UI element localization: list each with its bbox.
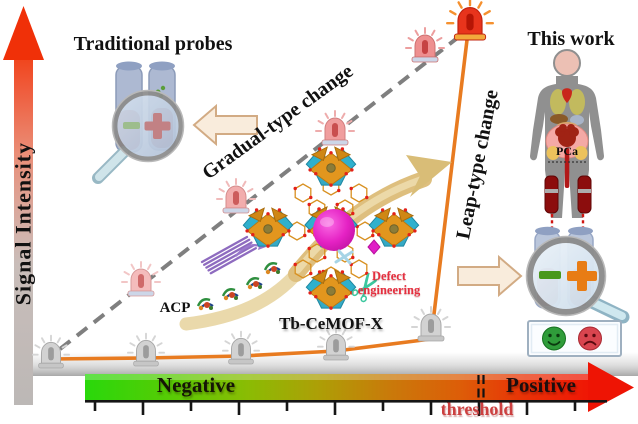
prostate-gland (555, 124, 579, 147)
alarm-siren-icon (411, 306, 451, 342)
threshold-marker (477, 375, 485, 400)
bladder-right (574, 146, 588, 160)
result-panel (527, 320, 622, 357)
alarm-siren-icon (31, 334, 71, 369)
alarm-siren-icon (405, 27, 445, 63)
leap-curve (48, 38, 469, 361)
acp-label: ACP (159, 300, 191, 316)
traditional-probes-title: Traditional probes (73, 33, 233, 55)
acp-enzyme-molecules (196, 262, 281, 311)
bladder-left (546, 146, 560, 160)
mof-cluster-node (368, 207, 420, 248)
enzyme-molecule (263, 262, 281, 275)
patient-body-illustration (530, 49, 604, 230)
mof-cluster-node (305, 269, 357, 310)
blood-tube-right (577, 175, 592, 214)
stomach (570, 115, 584, 125)
threshold-label: threshold (440, 399, 514, 419)
alarm-sirens (31, 0, 495, 369)
sphere-highlight (320, 217, 334, 227)
alarm-siren-icon (216, 178, 256, 214)
negative-label: Negative (156, 373, 236, 397)
this-work-title: This work (527, 28, 615, 50)
liver (550, 114, 568, 124)
alarm-siren-icon (126, 332, 166, 367)
mof-cluster-node (305, 146, 357, 187)
alarm-siren-icon (121, 261, 161, 297)
y-axis-arrow (3, 6, 44, 405)
heart-icon (562, 88, 572, 103)
pca-label: PCa (556, 144, 578, 158)
traditional-magnifier-icon (92, 89, 185, 184)
urethra (564, 148, 570, 188)
alarm-siren-icon (445, 0, 495, 41)
sad-face-icon (578, 326, 602, 351)
lung-right (569, 89, 585, 115)
acp-fibers (200, 235, 257, 275)
clear-minus-sign (539, 271, 561, 279)
smiley-icon (542, 326, 566, 351)
mof-metal-clusters (242, 146, 420, 310)
muted-minus-sign (123, 122, 140, 129)
alarm-siren-icon (316, 326, 356, 361)
lung-left (550, 89, 566, 115)
mof-defect-fragment (367, 239, 381, 255)
mof-material-label: Tb-CeMOF-X (279, 314, 383, 333)
mof-center-sphere (313, 209, 355, 251)
enzyme-molecule (196, 298, 214, 311)
defect-engineering-label: Defect engineering (357, 269, 421, 297)
alarm-siren-icon (221, 330, 261, 365)
x-axis-line (85, 400, 607, 403)
left-block-arrow (192, 103, 258, 147)
blood-tube-left (544, 175, 559, 214)
mof-cluster-node (242, 207, 294, 248)
alarm-siren-icon (315, 110, 355, 146)
x-axis-ticks (93, 402, 577, 416)
defect-sticks (334, 249, 354, 265)
right-block-arrow (457, 254, 523, 298)
this-work-magnifier-icon (525, 235, 630, 324)
enzyme-molecule (221, 288, 239, 301)
y-axis-label: Signal Intensity (10, 141, 36, 306)
swoosh-arrow (179, 155, 452, 331)
enzyme-molecule (245, 277, 263, 290)
positive-label: Positive (506, 373, 576, 397)
x-axis-gradient-bar (85, 362, 634, 412)
x-axis-arrowhead (588, 362, 634, 412)
